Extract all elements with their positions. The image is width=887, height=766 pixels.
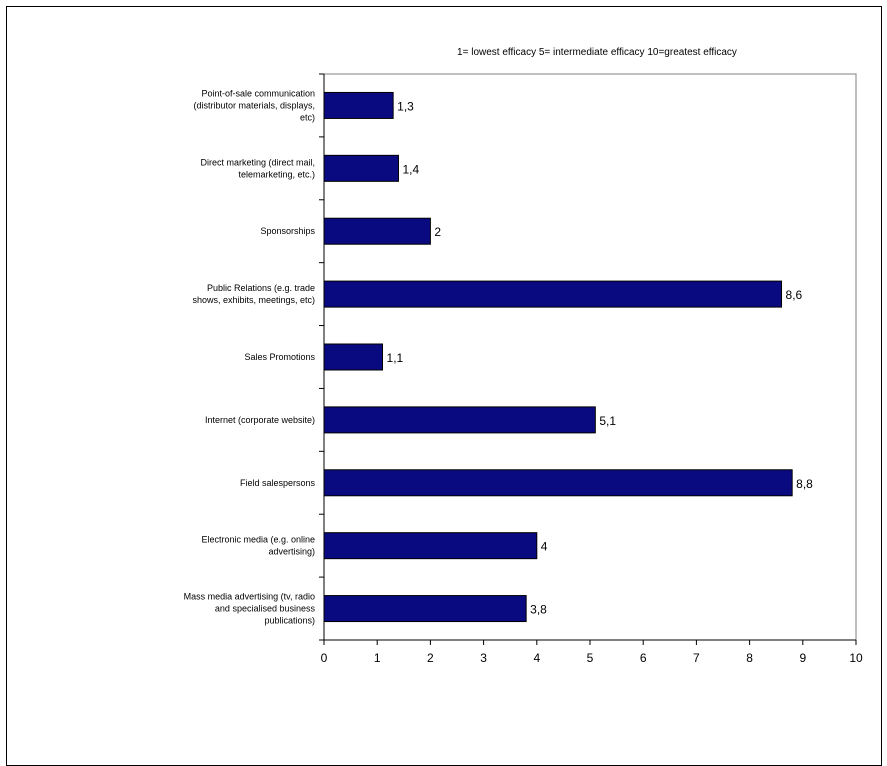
category-label: Point-of-sale communication xyxy=(201,88,315,98)
bar xyxy=(323,91,394,119)
x-tick-label: 2 xyxy=(427,651,434,665)
bar xyxy=(323,154,399,182)
bar xyxy=(323,343,384,371)
data-label: 1,3 xyxy=(397,99,414,113)
data-label: 5,1 xyxy=(599,414,616,428)
x-tick-label: 5 xyxy=(587,651,594,665)
bar xyxy=(323,280,783,308)
data-label: 8,8 xyxy=(796,477,813,491)
x-tick-label: 9 xyxy=(799,651,806,665)
bar xyxy=(323,469,793,497)
category-label: Field salespersons xyxy=(240,478,316,488)
category-label: etc) xyxy=(300,112,315,122)
bar xyxy=(323,532,538,560)
x-tick-label: 8 xyxy=(746,651,753,665)
data-label: 2 xyxy=(434,225,441,239)
x-tick-label: 0 xyxy=(321,651,328,665)
chart-frame xyxy=(6,6,882,766)
data-label: 1,4 xyxy=(402,162,419,176)
category-label: telemarketing, etc.) xyxy=(238,169,315,179)
data-label: 4 xyxy=(541,540,548,554)
data-label: 1,1 xyxy=(387,351,404,365)
category-label: Direct marketing (direct mail, xyxy=(200,157,315,167)
chart-title: 1= lowest efficacy 5= intermediate effic… xyxy=(457,47,737,58)
category-label: Internet (corporate website) xyxy=(205,415,315,425)
category-label: Sales Promotions xyxy=(244,352,315,362)
bar xyxy=(323,217,431,245)
x-tick-label: 7 xyxy=(693,651,700,665)
bar xyxy=(323,595,527,623)
category-label: (distributor materials, displays, xyxy=(193,100,315,110)
x-tick-label: 1 xyxy=(374,651,381,665)
category-label: and specialised business xyxy=(215,604,316,614)
data-label: 8,6 xyxy=(786,288,803,302)
data-label: 3,8 xyxy=(530,603,547,617)
category-label: Electronic media (e.g. online xyxy=(201,535,315,545)
category-label: publications) xyxy=(264,616,315,626)
x-tick-label: 6 xyxy=(640,651,647,665)
category-label: shows, exhibits, meetings, etc) xyxy=(192,295,315,305)
x-tick-label: 4 xyxy=(533,651,540,665)
x-tick-label: 3 xyxy=(480,651,487,665)
category-label: Sponsorships xyxy=(260,226,315,236)
bar xyxy=(323,406,596,434)
x-tick-label: 10 xyxy=(849,651,863,665)
category-label: Public Relations (e.g. trade xyxy=(207,283,315,293)
category-label: Mass media advertising (tv, radio xyxy=(184,592,315,602)
category-label: advertising) xyxy=(268,547,315,557)
